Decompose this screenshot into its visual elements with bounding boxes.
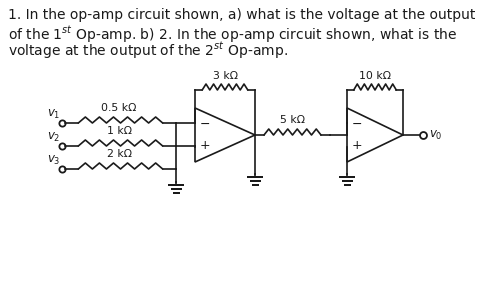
Text: of the 1$^{st}$ Op-amp. b) 2. In the op-amp circuit shown, what is the: of the 1$^{st}$ Op-amp. b) 2. In the op-… [8, 24, 457, 45]
Text: −: − [200, 118, 210, 131]
Text: $v_3$: $v_3$ [47, 154, 60, 167]
Text: 10 kΩ: 10 kΩ [359, 71, 391, 81]
Text: +: + [352, 139, 362, 152]
Text: +: + [200, 139, 210, 152]
Text: $v_0$: $v_0$ [429, 128, 443, 141]
Text: −: − [352, 118, 362, 131]
Text: 3 kΩ: 3 kΩ [212, 71, 238, 81]
Text: 1 kΩ: 1 kΩ [106, 126, 132, 136]
Text: 1. In the op-amp circuit shown, a) what is the voltage at the output: 1. In the op-amp circuit shown, a) what … [8, 8, 475, 22]
Text: 0.5 kΩ: 0.5 kΩ [101, 103, 137, 113]
Text: 2 kΩ: 2 kΩ [106, 149, 132, 159]
Text: $v_1$: $v_1$ [47, 108, 60, 121]
Text: voltage at the output of the 2$^{st}$ Op-amp.: voltage at the output of the 2$^{st}$ Op… [8, 40, 288, 61]
Text: 5 kΩ: 5 kΩ [280, 115, 305, 125]
Text: $v_2$: $v_2$ [47, 131, 60, 144]
